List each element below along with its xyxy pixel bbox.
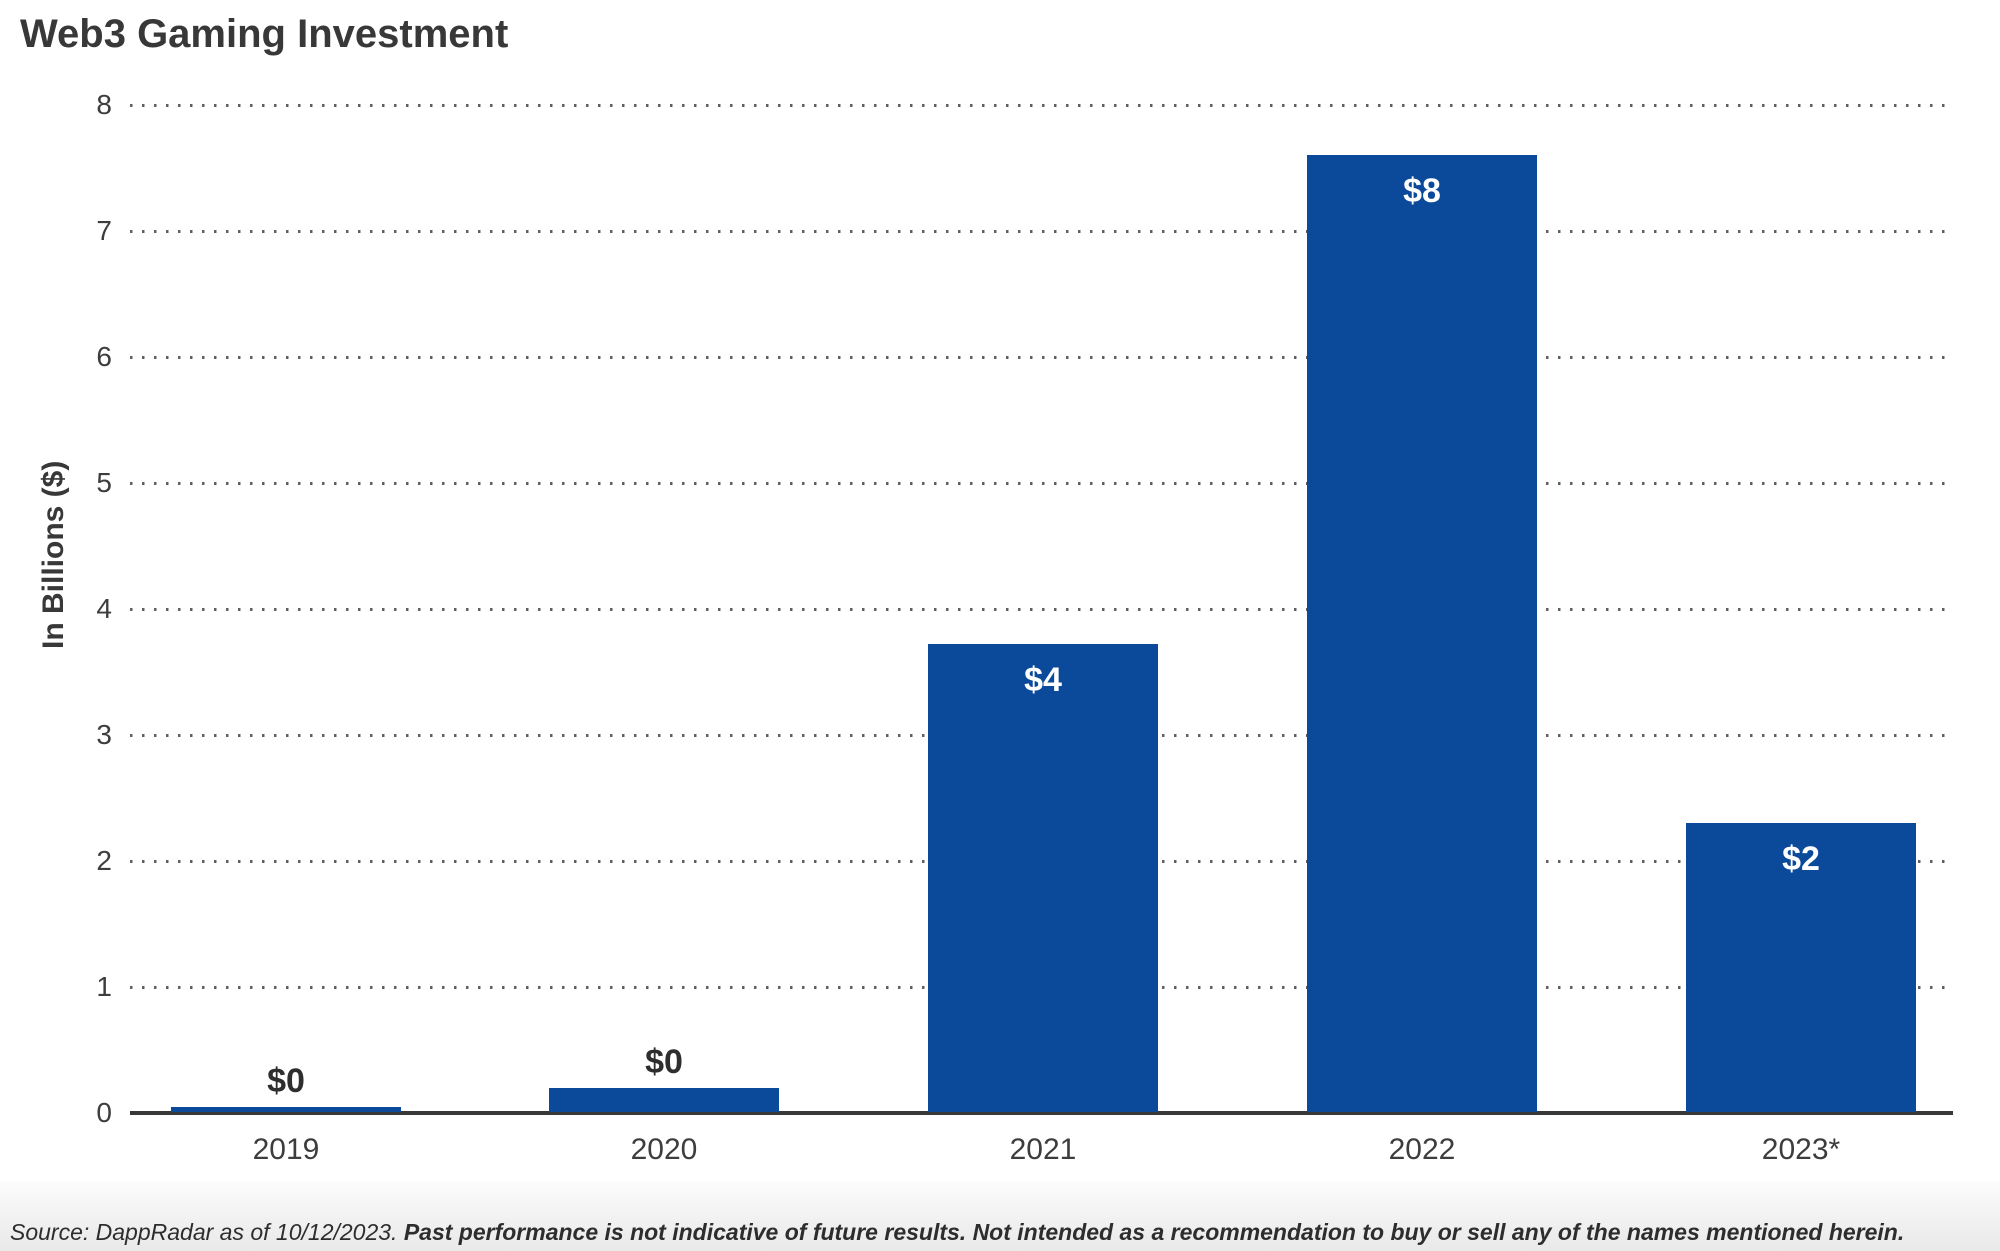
x-tick-label: 2023*: [1761, 1133, 1841, 1166]
y-tick-label: 0: [96, 1097, 112, 1128]
x-tick-label: 2020: [630, 1133, 698, 1166]
source-text: Source: DappRadar as of 10/12/2023.: [10, 1219, 398, 1245]
y-tick-label: 1: [96, 971, 112, 1002]
bar-2023*: [1686, 823, 1916, 1112]
gridline-y5: [130, 482, 1953, 485]
y-tick-label: 6: [96, 341, 112, 372]
footer-text: Source: DappRadar as of 10/12/2023. Past…: [10, 1219, 1904, 1246]
bar-value-label: $0: [645, 1043, 683, 1081]
x-tick-label: 2021: [1009, 1133, 1077, 1166]
bar-2020: [549, 1088, 779, 1112]
bar-value-label: $4: [1024, 661, 1062, 699]
x-tick-label: 2019: [252, 1133, 320, 1166]
y-tick-label: 2: [96, 845, 112, 876]
bar-2019: [171, 1107, 401, 1112]
gridline-y6: [130, 356, 1953, 359]
x-axis-line: [130, 1111, 1953, 1115]
bar-value-label: $8: [1403, 172, 1441, 210]
y-tick-label: 5: [96, 467, 112, 498]
gridline-y4: [130, 608, 1953, 611]
y-tick-label: 7: [96, 215, 112, 246]
bar-2022: [1307, 155, 1537, 1112]
bar-2021: [928, 644, 1158, 1112]
y-tick-label: 8: [96, 89, 112, 120]
chart-title: Web3 Gaming Investment: [20, 12, 509, 56]
gridline-y8: [130, 104, 1953, 107]
gridline-y7: [130, 230, 1953, 233]
y-tick-label: 3: [96, 719, 112, 750]
disclaimer-text: Past performance is not indicative of fu…: [403, 1219, 1905, 1245]
footer-bar: Source: DappRadar as of 10/12/2023. Past…: [0, 1182, 2000, 1251]
bar-value-label: $2: [1782, 840, 1820, 878]
x-tick-label: 2022: [1388, 1133, 1456, 1166]
y-tick-label: 4: [96, 593, 112, 624]
bar-value-label: $0: [267, 1062, 305, 1100]
